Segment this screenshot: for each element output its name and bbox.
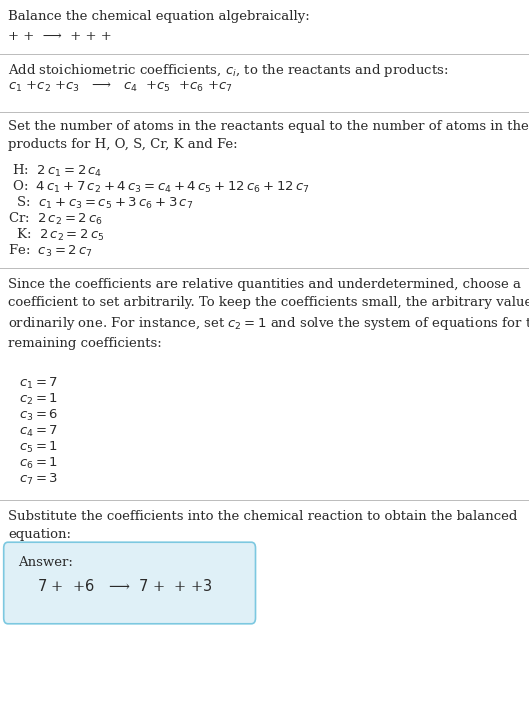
- Text: Since the coefficients are relative quantities and underdetermined, choose a
coe: Since the coefficients are relative quan…: [8, 278, 529, 350]
- Text: Fe:  $c_3 = 2\,c_7$: Fe: $c_3 = 2\,c_7$: [8, 243, 93, 259]
- Text: $c_4 = 7$: $c_4 = 7$: [19, 424, 58, 439]
- Text: + +  ⟶  + + +: + + ⟶ + + +: [8, 30, 112, 43]
- Text: $c_6 = 1$: $c_6 = 1$: [19, 456, 58, 471]
- Text: $c_7 = 3$: $c_7 = 3$: [19, 472, 58, 487]
- Text: O:  $4\,c_1 + 7\,c_2 + 4\,c_3 = c_4 + 4\,c_5 + 12\,c_6 + 12\,c_7$: O: $4\,c_1 + 7\,c_2 + 4\,c_3 = c_4 + 4\,…: [8, 179, 309, 195]
- Text: $c_3 = 6$: $c_3 = 6$: [19, 408, 58, 423]
- Text: Substitute the coefficients into the chemical reaction to obtain the balanced
eq: Substitute the coefficients into the che…: [8, 510, 517, 541]
- Text: H:  $2\,c_1 = 2\,c_4$: H: $2\,c_1 = 2\,c_4$: [8, 163, 102, 179]
- Text: $c_2 = 1$: $c_2 = 1$: [19, 392, 58, 407]
- Text: $c_1$ +$c_2$ +$c_3$   ⟶   $c_4$  +$c_5$  +$c_6$ +$c_7$: $c_1$ +$c_2$ +$c_3$ ⟶ $c_4$ +$c_5$ +$c_6…: [8, 80, 233, 94]
- FancyBboxPatch shape: [4, 542, 256, 624]
- Text: Cr:  $2\,c_2 = 2\,c_6$: Cr: $2\,c_2 = 2\,c_6$: [8, 211, 103, 227]
- Text: K:  $2\,c_2 = 2\,c_5$: K: $2\,c_2 = 2\,c_5$: [8, 227, 104, 243]
- Text: Add stoichiometric coefficients, $c_i$, to the reactants and products:: Add stoichiometric coefficients, $c_i$, …: [8, 62, 448, 79]
- Text: Set the number of atoms in the reactants equal to the number of atoms in the
pro: Set the number of atoms in the reactants…: [8, 120, 528, 151]
- Text: $c_5 = 1$: $c_5 = 1$: [19, 440, 58, 455]
- Text: Answer:: Answer:: [19, 556, 74, 569]
- Text: S:  $c_1 + c_3 = c_5 + 3\,c_6 + 3\,c_7$: S: $c_1 + c_3 = c_5 + 3\,c_6 + 3\,c_7$: [8, 195, 193, 211]
- Text: $c_1 = 7$: $c_1 = 7$: [19, 376, 58, 391]
- Text: $7$ +  +$6$   ⟶  $7$ +  + +$3$: $7$ + +$6$ ⟶ $7$ + + +$3$: [37, 578, 213, 594]
- Text: Balance the chemical equation algebraically:: Balance the chemical equation algebraica…: [8, 10, 309, 23]
